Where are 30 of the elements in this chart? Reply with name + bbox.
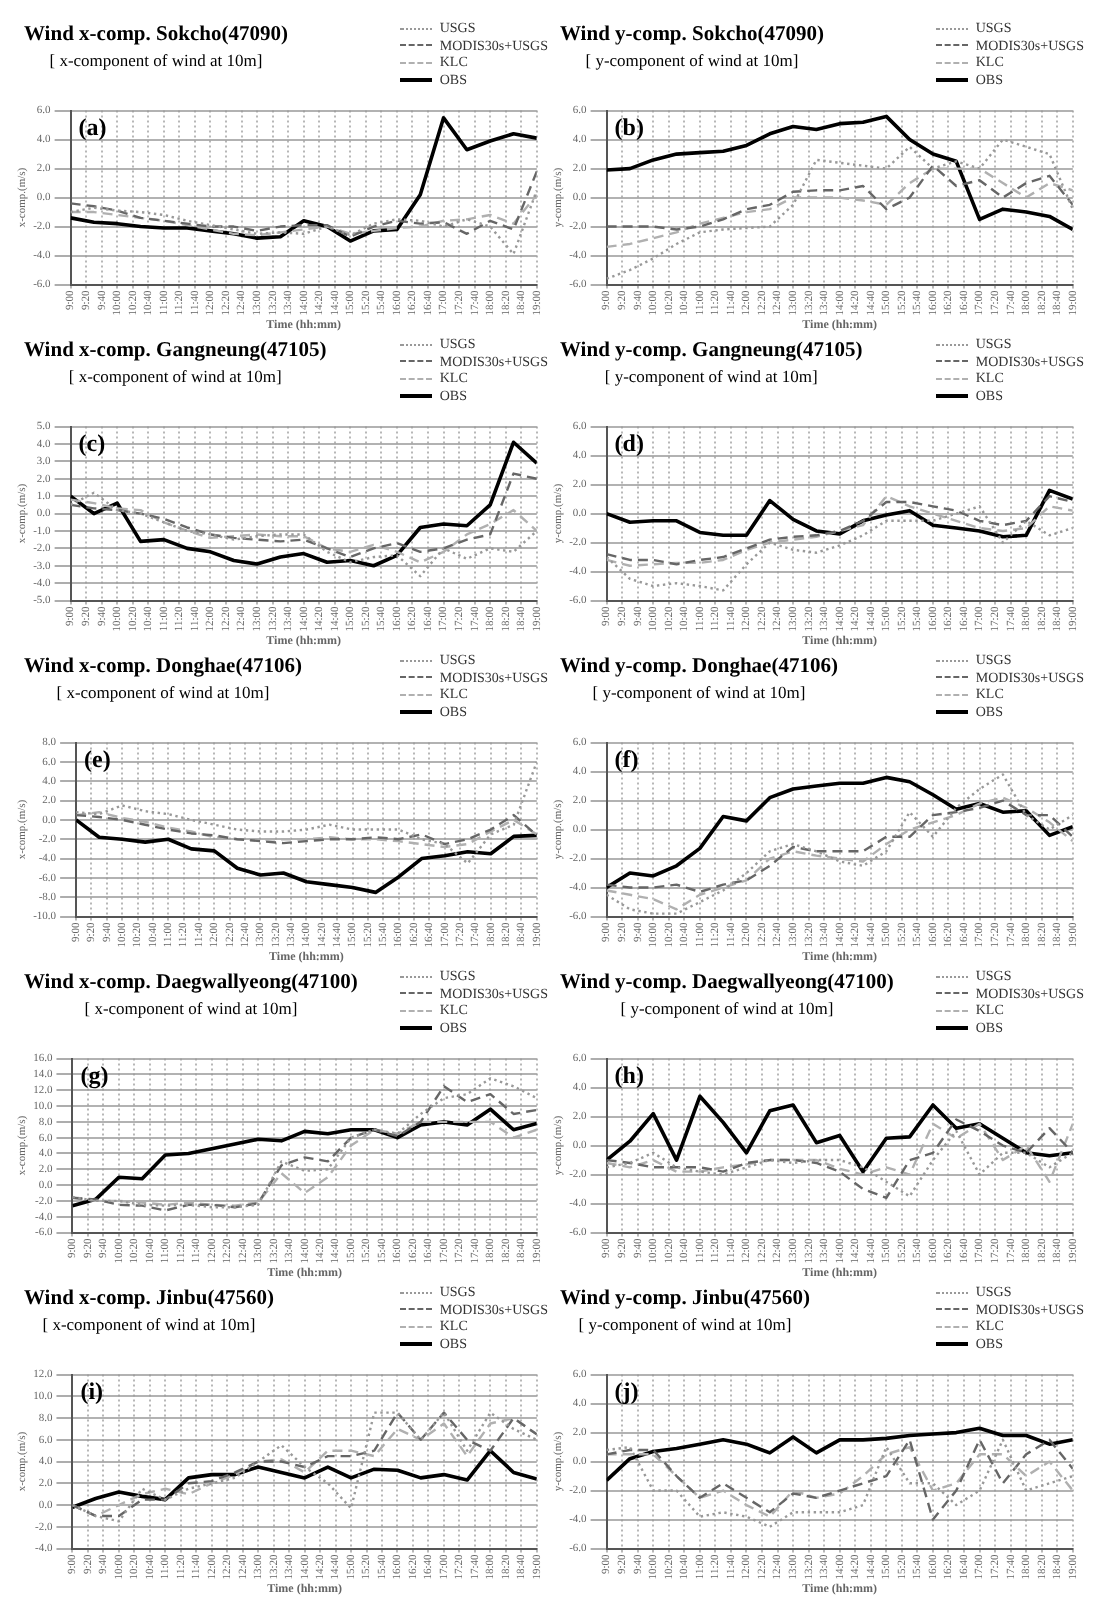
chart-subtitle: [ x-component of wind at 10m] [54, 682, 272, 702]
annotation: (j) [614, 1376, 639, 1405]
chart-title: Wind x-comp. Daegwallyeong(47100) [24, 972, 358, 994]
annotation: (h) [614, 1060, 644, 1089]
chart-title: Wind y-comp. Daegwallyeong(47100) [560, 972, 894, 994]
chart-title: Wind x-comp. Donghae(47106) [24, 656, 302, 678]
chart-title: Wind y-comp. Jinbu(47560) [560, 1288, 810, 1310]
chart-title: Wind y-comp. Gangneung(47105) [560, 340, 863, 362]
chart-subtitle: [ x-component of wind at 10m] [47, 50, 265, 70]
annotation: (a) [78, 112, 107, 141]
chart-title: Wind x-comp. Jinbu(47560) [24, 1288, 274, 1310]
chart-title: Wind x-comp. Gangneung(47105) [24, 340, 327, 362]
chart-subtitle: [ x-component of wind at 10m] [82, 998, 300, 1018]
chart-title: Wind y-comp. Donghae(47106) [560, 656, 838, 678]
annotation: (c) [78, 428, 106, 457]
chart-subtitle: [ y-component of wind at 10m] [583, 50, 801, 70]
chart-subtitle: [ x-component of wind at 10m] [66, 366, 284, 386]
chart-subtitle: [ y-component of wind at 10m] [576, 1314, 794, 1334]
annotation: (e) [84, 744, 111, 773]
chart-subtitle: [ x-component of wind at 10m] [40, 1314, 258, 1334]
annotation: (g) [80, 1060, 109, 1089]
chart-subtitle: [ y-component of wind at 10m] [618, 998, 836, 1018]
chart-title: Wind x-comp. Sokcho(47090) [24, 24, 288, 46]
chart-title: Wind y-comp. Sokcho(47090) [560, 24, 824, 46]
annotation: (b) [614, 112, 644, 141]
annotation: (f) [614, 744, 639, 773]
annotation: (d) [614, 428, 644, 457]
annotation: (i) [80, 1376, 104, 1405]
chart-subtitle: [ y-component of wind at 10m] [590, 682, 808, 702]
chart-subtitle: [ y-component of wind at 10m] [602, 366, 820, 386]
